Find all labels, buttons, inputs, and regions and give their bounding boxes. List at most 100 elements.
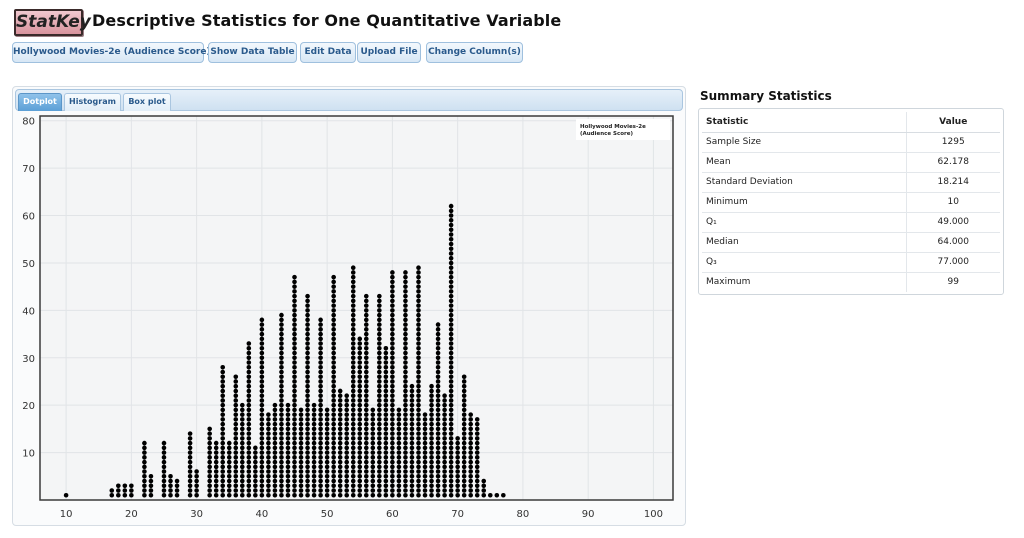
- data-dot: [239, 426, 245, 432]
- data-dot: [187, 431, 193, 436]
- data-dot: [272, 459, 278, 465]
- upload-file-button[interactable]: Upload File: [357, 42, 421, 63]
- data-dot: [390, 469, 395, 474]
- data-dot: [279, 364, 284, 370]
- data-dot: [259, 469, 265, 474]
- data-dot: [422, 469, 428, 474]
- data-dot: [246, 393, 252, 399]
- data-dot: [442, 436, 447, 441]
- data-dot: [403, 279, 408, 285]
- data-dot: [357, 417, 363, 422]
- data-dot: [377, 492, 382, 498]
- data-dot: [390, 355, 395, 361]
- data-dot: [298, 464, 304, 470]
- data-dot: [246, 473, 252, 479]
- data-dot: [318, 364, 323, 370]
- data-dot: [442, 440, 447, 446]
- data-dot: [357, 421, 363, 427]
- data-dot: [331, 350, 336, 356]
- tab-histogram[interactable]: Histogram: [64, 93, 121, 111]
- data-dot: [396, 478, 402, 484]
- data-dot: [468, 478, 474, 484]
- data-dot: [461, 473, 467, 479]
- data-dot: [207, 492, 212, 498]
- data-dot: [305, 426, 310, 432]
- data-dot: [461, 379, 467, 384]
- data-dot: [292, 417, 297, 422]
- data-dot: [161, 492, 167, 498]
- data-dot: [357, 483, 363, 489]
- data-dot: [377, 345, 382, 351]
- data-dot: [331, 279, 336, 285]
- data-dot: [318, 421, 323, 427]
- tab-dotplot[interactable]: Dotplot: [18, 93, 62, 111]
- data-dot: [311, 473, 317, 479]
- data-dot: [363, 426, 369, 432]
- data-dot: [422, 483, 428, 489]
- data-dot: [239, 445, 245, 451]
- data-dot: [390, 284, 395, 289]
- data-dot: [357, 374, 363, 380]
- edit-data-button[interactable]: Edit Data: [300, 42, 356, 63]
- data-dot: [213, 459, 219, 465]
- data-dot: [403, 331, 408, 337]
- data-dot: [435, 436, 441, 441]
- data-dot: [448, 284, 454, 289]
- data-dot: [377, 350, 382, 356]
- data-dot: [350, 374, 356, 380]
- data-dot: [409, 431, 415, 436]
- show-data-table-button[interactable]: Show Data Table: [208, 42, 297, 63]
- data-dot: [239, 464, 245, 470]
- data-dot: [403, 445, 408, 451]
- data-dot: [318, 369, 323, 375]
- change-columns-button[interactable]: Change Column(s): [426, 42, 523, 63]
- data-dot: [187, 459, 193, 465]
- data-dot: [390, 341, 395, 346]
- data-dot: [239, 450, 245, 455]
- data-dot: [474, 417, 480, 422]
- data-dot: [383, 388, 389, 394]
- data-dot: [468, 450, 474, 455]
- data-dot: [239, 459, 245, 465]
- data-dot: [253, 488, 258, 493]
- data-dot: [403, 298, 408, 304]
- data-dot: [357, 478, 363, 484]
- data-dot: [292, 440, 297, 446]
- data-dot: [448, 203, 454, 209]
- data-dot: [442, 402, 447, 408]
- data-dot: [292, 473, 297, 479]
- stat-value: 10: [905, 191, 1000, 212]
- data-dot: [370, 445, 376, 451]
- data-dot: [448, 431, 454, 436]
- data-dot: [416, 445, 421, 451]
- data-dot: [403, 374, 408, 380]
- data-dot: [409, 445, 415, 451]
- data-dot: [279, 436, 284, 441]
- data-dot: [377, 440, 382, 446]
- stat-value: 62.178: [905, 151, 1000, 172]
- data-dot: [279, 445, 284, 451]
- data-dot: [298, 459, 304, 465]
- data-dot: [298, 483, 304, 489]
- data-dot: [383, 445, 389, 451]
- stat-label: Minimum: [702, 191, 906, 212]
- data-dot: [409, 459, 415, 465]
- data-dot: [481, 478, 487, 484]
- data-dot: [318, 450, 323, 455]
- data-dot: [331, 469, 336, 474]
- data-dot: [305, 436, 310, 441]
- data-dot: [390, 473, 395, 479]
- tab-box-plot[interactable]: Box plot: [123, 93, 171, 111]
- data-dot: [292, 412, 297, 417]
- data-dot: [461, 421, 467, 427]
- data-dot: [448, 398, 454, 403]
- data-dot: [220, 445, 226, 451]
- data-dot: [207, 431, 212, 436]
- data-dot: [350, 445, 356, 451]
- data-dot: [474, 440, 480, 446]
- data-dot: [383, 469, 389, 474]
- legend-label: Hollywood Movies-2e: [580, 124, 646, 130]
- data-dot: [298, 407, 304, 413]
- data-dot: [370, 483, 376, 489]
- data-dot: [350, 298, 356, 304]
